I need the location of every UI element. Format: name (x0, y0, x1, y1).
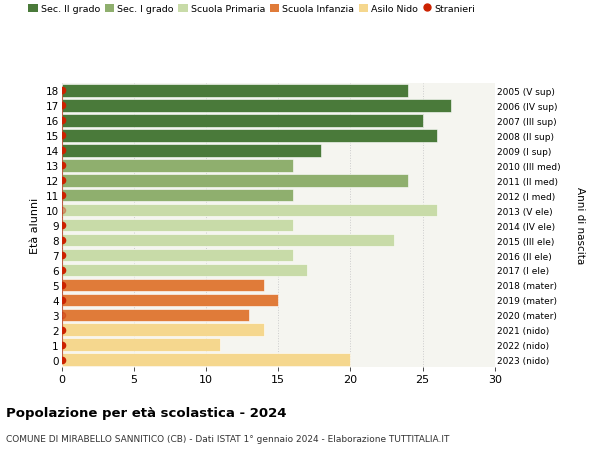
Bar (62, 204, 437, 217)
Bar (62, 219, 293, 232)
Y-axis label: Età alunni: Età alunni (30, 197, 40, 254)
Bar (62, 174, 408, 187)
Text: COMUNE DI MIRABELLO SANNITICO (CB) - Dati ISTAT 1° gennaio 2024 - Elaborazione T: COMUNE DI MIRABELLO SANNITICO (CB) - Dat… (6, 434, 449, 443)
Bar (62, 234, 394, 247)
Bar (62, 279, 263, 291)
Text: Popolazione per età scolastica - 2024: Popolazione per età scolastica - 2024 (6, 406, 287, 419)
Bar (62, 100, 451, 112)
Bar (62, 324, 263, 336)
Bar (62, 353, 350, 366)
Bar (62, 159, 293, 172)
Bar (62, 145, 322, 157)
Bar (62, 249, 293, 262)
Legend: Sec. II grado, Sec. I grado, Scuola Primaria, Scuola Infanzia, Asilo Nido, Stran: Sec. II grado, Sec. I grado, Scuola Prim… (28, 5, 476, 14)
Bar (62, 115, 422, 128)
Bar (62, 85, 408, 97)
Bar (62, 309, 249, 322)
Y-axis label: Anni di nascita: Anni di nascita (575, 187, 585, 264)
Bar (62, 294, 278, 307)
Bar (62, 264, 307, 277)
Bar (62, 190, 293, 202)
Bar (62, 129, 437, 142)
Bar (62, 339, 220, 352)
